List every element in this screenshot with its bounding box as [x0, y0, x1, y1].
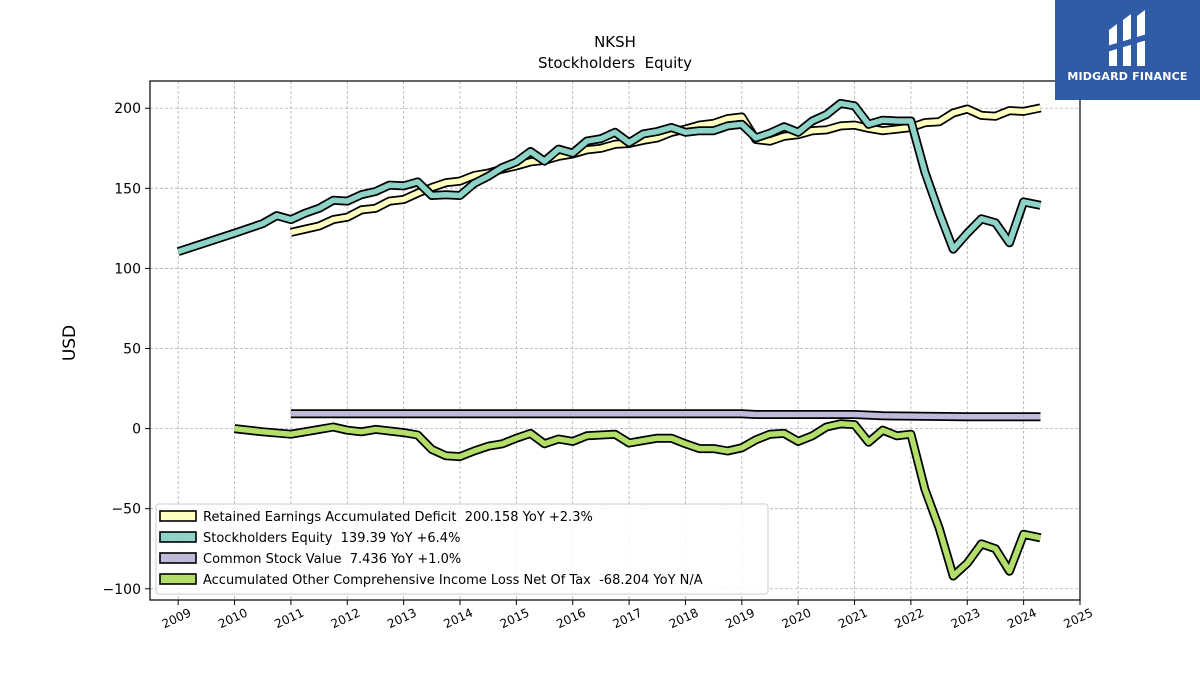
x-tick-label: 2013: [385, 606, 419, 632]
x-tick-label: 2010: [216, 606, 250, 632]
y-tick-label: 0: [132, 422, 141, 438]
series-2: [176, 98, 1042, 256]
chart-subtitle: Stockholders Equity: [538, 54, 692, 72]
legend-swatch: [159, 510, 197, 522]
y-tick-label: −50: [111, 502, 141, 518]
y-tick-label: 50: [123, 342, 141, 358]
legend-swatch: [159, 573, 197, 585]
legend-box: [155, 503, 769, 595]
x-tick-label: 2023: [949, 606, 983, 632]
x-tick-label: 2011: [272, 606, 306, 632]
legend: Retained Earnings Accumulated Deficit 20…: [155, 503, 769, 595]
x-tick-label: 2021: [836, 606, 870, 632]
chart-title: NKSH: [594, 33, 636, 51]
x-tick-label: 2009: [160, 606, 194, 632]
y-axis: −100 −50 0 50 100 150 200: [103, 101, 150, 598]
series-line: [234, 421, 1042, 579]
legend-swatch: [159, 552, 197, 564]
y-tick-label: −100: [103, 582, 141, 598]
y-axis-label: USD: [60, 325, 80, 361]
x-axis: 2009 2010 2011 2012 2013 2014 2015 2016 2017 2018…: [160, 600, 1095, 631]
x-tick-label: 2024: [1005, 606, 1039, 632]
x-tick-label: 2014: [442, 606, 476, 632]
series-line: [290, 410, 1041, 420]
series-4: [233, 419, 1042, 581]
x-tick-label: 2015: [498, 606, 532, 632]
x-tick-label: 2016: [554, 606, 588, 632]
series-line: [177, 100, 1042, 255]
legend-label: Accumulated Other Comprehensive Income L…: [203, 573, 703, 588]
legend-label: Common Stock Value 7.436 YoY +1.0%: [203, 552, 461, 567]
brand-name: MIDGARD FINANCE: [1067, 70, 1188, 83]
series-3: [290, 409, 1041, 422]
x-tick-label: 2018: [667, 606, 701, 632]
brand-logo: MIDGARD FINANCE: [1055, 0, 1200, 100]
y-tick-label: 200: [114, 101, 141, 117]
series-layer: [176, 98, 1042, 581]
brand-mark-icon: [1107, 10, 1147, 66]
plot-frame: [149, 80, 1081, 601]
legend-label: Retained Earnings Accumulated Deficit 20…: [203, 510, 593, 525]
y-tick-label: 150: [114, 181, 141, 197]
legend-label: Stockholders Equity 139.39 YoY +6.4%: [203, 531, 460, 546]
y-tick-label: 100: [114, 261, 141, 277]
x-tick-label: 2025: [1062, 606, 1096, 632]
x-tick-label: 2019: [723, 606, 757, 632]
x-tick-label: 2017: [611, 606, 645, 632]
x-tick-label: 2022: [892, 606, 926, 632]
x-tick-label: 2012: [329, 606, 363, 632]
x-tick-label: 2020: [780, 606, 814, 632]
legend-swatch: [159, 531, 197, 543]
